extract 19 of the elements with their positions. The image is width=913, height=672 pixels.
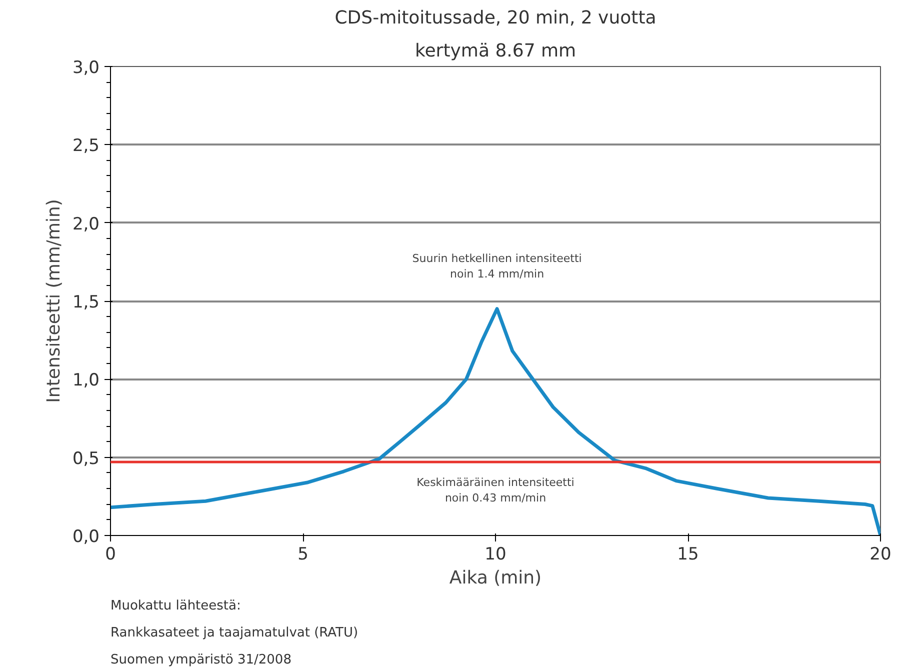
chart-title: CDS-mitoitussade, 20 min, 2 vuotta [334,8,656,28]
text: Muokattu lähteestä: Rankkasateet ja taajamatulvat (RATU) Suomen ympäristö 31/2008 [110,598,358,668]
y-tick-label: 1,5 [72,292,100,312]
y-tick-label: 0,5 [72,448,100,469]
x-tick-label: 5 [298,544,308,564]
x-tick-label: 15 [677,544,699,564]
x-tick-label: 0 [105,544,116,564]
chart-subtitle: kertymä 8.67 mm [414,40,576,62]
x-tick-label: 10 [484,544,506,564]
y-tick-label: 0,0 [72,527,100,547]
y-tick-label: 1,0 [72,370,100,391]
x-axis-title: Aika (min) [449,568,542,588]
y-tick-label: 2,5 [72,136,100,156]
annotation: Suurin hetkellinen intensiteetti noin 1.4 mm/min [412,252,582,281]
x-tick-label: 20 [870,544,892,564]
y-tick-label: 3,0 [72,58,100,78]
y-tick-label: 2,0 [72,214,100,234]
y-axis-title: Intensiteetti (mm/min) [43,199,64,403]
annotation: Keskimääräinen intensiteetti noin 0.43 mm/min [416,476,574,505]
